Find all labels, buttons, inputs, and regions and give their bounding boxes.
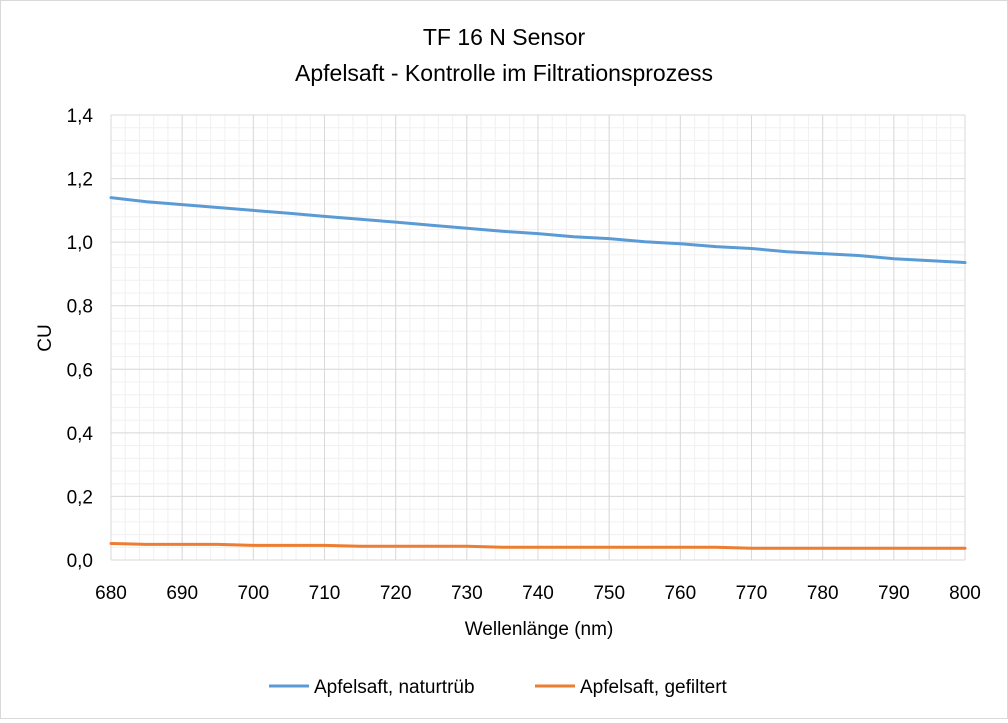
y-tick-label: 1,2 (67, 170, 93, 191)
x-tick-label: 780 (807, 583, 839, 604)
series-line-naturtrueb (109, 196, 967, 264)
x-tick-label: 740 (522, 583, 554, 604)
y-tick-label: 0,0 (67, 551, 93, 572)
x-tick-label: 730 (451, 583, 483, 604)
x-tick-label: 800 (949, 583, 981, 604)
x-axis-label: Wellenlänge (nm) (465, 619, 614, 640)
y-tick-label: 0,4 (67, 424, 94, 445)
series-lines (109, 196, 967, 550)
chart-subtitle: Apfelsaft - Kontrolle im Filtrationsproz… (295, 60, 713, 86)
x-tick-label: 760 (664, 583, 696, 604)
y-tick-label: 0,2 (67, 487, 93, 508)
legend-label-naturtrueb: Apfelsaft, naturtrüb (314, 677, 475, 698)
x-tick-label: 680 (95, 583, 127, 604)
chart-title: TF 16 N Sensor (423, 24, 586, 50)
y-tick-label: 1,4 (67, 106, 94, 127)
x-tick-label: 770 (736, 583, 768, 604)
x-axis-tick-labels: 680 690 700 710 720 730 740 750 760 770 780 790 800 (95, 583, 981, 604)
y-axis-label: CU (35, 324, 56, 351)
series-line-gefiltert (109, 542, 967, 550)
x-tick-label: 790 (878, 583, 910, 604)
y-axis-tick-labels: 0,0 0,2 0,4 0,6 0,8 1,0 1,2 1,4 (67, 106, 94, 572)
y-tick-label: 0,6 (67, 360, 93, 381)
x-tick-label: 690 (166, 583, 198, 604)
legend-label-gefiltert: Apfelsaft, gefiltert (580, 677, 728, 698)
legend: Apfelsaft, naturtrüb Apfelsaft, gefilter… (269, 677, 728, 698)
x-tick-label: 750 (593, 583, 625, 604)
y-tick-label: 1,0 (67, 233, 93, 254)
x-tick-label: 710 (309, 583, 341, 604)
y-tick-label: 0,8 (67, 297, 93, 318)
x-tick-label: 700 (237, 583, 269, 604)
x-tick-label: 720 (380, 583, 412, 604)
major-gridlines (110, 114, 966, 561)
